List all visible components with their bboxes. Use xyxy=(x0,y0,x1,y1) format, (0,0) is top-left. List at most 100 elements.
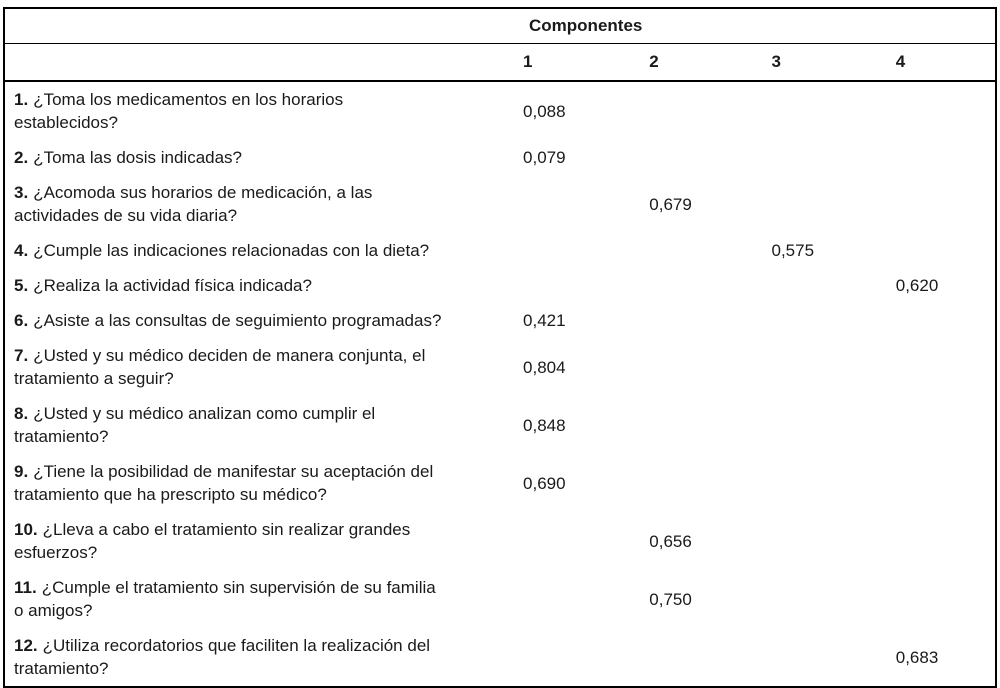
question-text: ¿Realiza la actividad física indicada? xyxy=(33,276,312,295)
loading-value-cell xyxy=(521,570,647,628)
loading-value-cell xyxy=(894,233,996,268)
column-header-component-3: 3 xyxy=(769,43,894,82)
loading-value-cell xyxy=(894,338,996,396)
loading-value-cell xyxy=(770,512,894,570)
loading-value-cell: 0,804 xyxy=(523,357,566,377)
table-row: 5. ¿Realiza la actividad física indicada?… xyxy=(4,268,996,303)
table-row: 8. ¿Usted y su médico analizan como cumpl… xyxy=(4,396,996,454)
table-row: 4. ¿Cumple las indicaciones relacionadas … xyxy=(4,233,996,268)
question-cell: 4. ¿Cumple las indicaciones relacionadas … xyxy=(4,233,521,268)
table-row: 2. ¿Toma las dosis indicadas? 0,079 xyxy=(4,140,996,175)
question-cell: 11. ¿Cumple el tratamiento sin supervisió… xyxy=(4,570,521,628)
loading-value-cell xyxy=(894,454,996,512)
question-text: ¿Usted y su médico analizan como cumplir… xyxy=(14,404,376,446)
question-number: 8. xyxy=(14,404,29,423)
question-text: ¿Acomoda sus horarios de medicación, a l… xyxy=(14,183,373,225)
loading-value-cell xyxy=(770,628,894,687)
loading-value-cell xyxy=(770,396,894,454)
question-text: ¿Tiene la posibilidad de manifestar su a… xyxy=(14,462,434,504)
loading-value-cell xyxy=(770,338,894,396)
question-text: ¿Lleva a cabo el tratamiento sin realiza… xyxy=(14,520,411,562)
question-cell: 8. ¿Usted y su médico analizan como cumpl… xyxy=(4,396,521,454)
question-text: ¿Usted y su médico deciden de manera con… xyxy=(14,346,426,388)
loading-value-cell xyxy=(521,268,647,303)
question-cell: 1. ¿Toma los medicamentos en los horarios… xyxy=(4,81,521,140)
components-group-header: Componentes xyxy=(521,8,996,44)
loading-value-cell: 0,679 xyxy=(649,194,692,214)
empty-header-cell xyxy=(4,43,522,82)
loading-value-cell xyxy=(770,570,894,628)
table-row: 3. ¿Acomoda sus horarios de medicación, a… xyxy=(4,175,996,233)
question-number: 10. xyxy=(14,520,38,539)
loading-value-cell: 0,656 xyxy=(649,531,692,551)
question-number: 9. xyxy=(14,462,29,481)
empty-header-cell xyxy=(4,8,522,44)
question-number: 2. xyxy=(14,148,29,167)
question-number: 5. xyxy=(14,276,29,295)
question-cell: 10. ¿Lleva a cabo el tratamiento sin real… xyxy=(4,512,521,570)
loading-value-cell xyxy=(770,140,894,175)
loading-value-cell xyxy=(647,233,769,268)
loading-value-cell xyxy=(894,570,996,628)
question-number: 7. xyxy=(14,346,29,365)
loading-value-cell xyxy=(647,268,769,303)
question-cell: 5. ¿Realiza la actividad física indicada? xyxy=(4,268,521,303)
loading-value-cell xyxy=(894,175,996,233)
loading-value-cell: 0,088 xyxy=(523,101,566,121)
table-title-row: Componentes xyxy=(4,8,996,44)
component-loadings-table: Componentes 1 2 3 4 1. ¿Toma los medicame… xyxy=(3,7,997,688)
question-number: 11. xyxy=(14,578,37,597)
loading-value-cell xyxy=(770,81,894,140)
loading-value-cell xyxy=(770,454,894,512)
question-text: ¿Cumple las indicaciones relacionadas co… xyxy=(33,241,430,260)
question-number: 1. xyxy=(14,90,29,109)
question-number: 6. xyxy=(14,311,29,330)
question-cell: 9. ¿Tiene la posibilidad de manifestar su… xyxy=(4,454,521,512)
question-number: 3. xyxy=(14,183,29,202)
column-header-component-2: 2 xyxy=(647,43,770,82)
loading-value-cell xyxy=(770,175,894,233)
loading-value-cell xyxy=(894,396,996,454)
loading-value-cell: 0,421 xyxy=(523,311,566,330)
loading-value-cell xyxy=(521,512,647,570)
table-row: 11. ¿Cumple el tratamiento sin supervisió… xyxy=(4,570,996,628)
table-row: 10. ¿Lleva a cabo el tratamiento sin real… xyxy=(4,512,996,570)
question-cell: 12. ¿Utiliza recordatorios que faciliten … xyxy=(4,628,521,687)
table-row: 9. ¿Tiene la posibilidad de manifestar su… xyxy=(4,454,996,512)
question-number: 12. xyxy=(14,636,38,655)
column-header-component-4: 4 xyxy=(893,43,996,82)
loading-value-cell xyxy=(770,268,894,303)
loading-value-cell: 0,575 xyxy=(771,241,815,260)
loading-value-cell xyxy=(647,396,769,454)
question-text: ¿Toma los medicamentos en los horarios e… xyxy=(14,90,344,132)
table-row: 6. ¿Asiste a las consultas de seguimiento… xyxy=(4,303,996,338)
loading-value-cell xyxy=(894,140,996,175)
table-row: 7. ¿Usted y su médico deciden de manera c… xyxy=(4,338,996,396)
loading-value-cell: 0,848 xyxy=(523,415,566,435)
table-row: 12. ¿Utiliza recordatorios que faciliten … xyxy=(4,628,996,687)
loading-value-cell xyxy=(521,175,647,233)
loading-value-cell xyxy=(894,512,996,570)
loading-value-cell xyxy=(647,140,769,175)
loading-value-cell xyxy=(894,81,996,140)
question-number: 4. xyxy=(14,241,29,260)
question-text: ¿Toma las dosis indicadas? xyxy=(33,148,243,167)
loading-value-cell: 0,750 xyxy=(649,589,692,609)
loading-value-cell: 0,079 xyxy=(523,148,566,167)
loading-value-cell xyxy=(647,628,769,687)
column-header-component-1: 1 xyxy=(521,43,648,82)
loading-value-cell xyxy=(647,338,769,396)
loading-value-cell xyxy=(647,303,769,338)
loading-value-cell xyxy=(647,81,769,140)
table-row: 1. ¿Toma los medicamentos en los horarios… xyxy=(4,81,996,140)
loading-value-cell xyxy=(647,454,769,512)
question-text: ¿Cumple el tratamiento sin supervisión d… xyxy=(14,578,436,620)
loading-value-cell: 0,690 xyxy=(523,473,566,493)
loading-value-cell xyxy=(894,303,996,338)
question-cell: 6. ¿Asiste a las consultas de seguimiento… xyxy=(4,303,521,338)
component-number-header-row: 1 2 3 4 xyxy=(4,43,996,82)
question-cell: 3. ¿Acomoda sus horarios de medicación, a… xyxy=(4,175,521,233)
question-cell: 7. ¿Usted y su médico deciden de manera c… xyxy=(4,338,521,396)
loading-value-cell xyxy=(770,303,894,338)
question-cell: 2. ¿Toma las dosis indicadas? xyxy=(4,140,521,175)
